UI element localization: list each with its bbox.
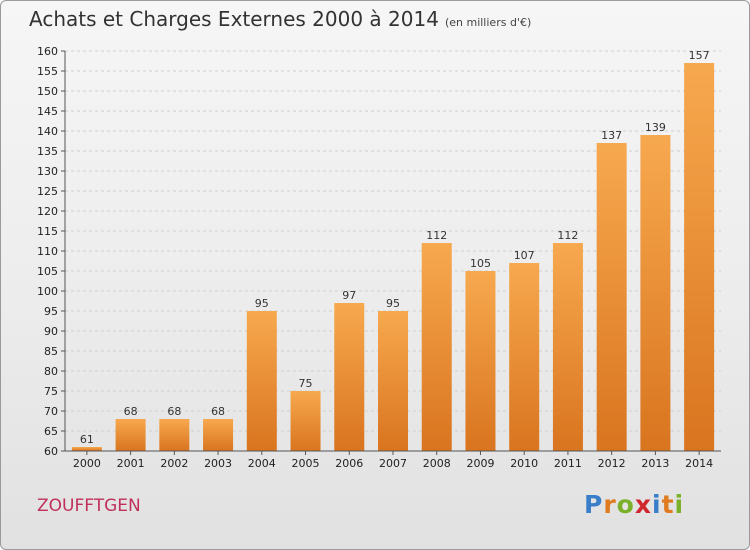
bar-value-label: 157: [689, 49, 710, 62]
y-tick-label: 130: [37, 165, 58, 178]
x-tick-label: 2013: [641, 457, 669, 470]
bar-2010: [509, 263, 540, 451]
y-tick-label: 120: [37, 205, 58, 218]
logo-letter: P: [584, 490, 604, 519]
bar-value-label: 95: [386, 297, 400, 310]
bar-2003: [203, 419, 234, 451]
logo-letter: i: [652, 490, 662, 519]
x-tick-label: 2009: [466, 457, 494, 470]
y-tick-label: 125: [37, 185, 58, 198]
y-tick-label: 105: [37, 265, 58, 278]
x-tick-label: 2008: [423, 457, 451, 470]
y-tick-label: 70: [44, 405, 58, 418]
bar-2005: [290, 391, 321, 451]
x-tick-label: 2001: [117, 457, 145, 470]
y-tick-label: 95: [44, 305, 58, 318]
x-tick-label: 2007: [379, 457, 407, 470]
bar-2000: [71, 447, 102, 451]
bar-value-label: 75: [299, 377, 313, 390]
y-tick-label: 160: [37, 45, 58, 58]
x-tick-label: 2004: [248, 457, 276, 470]
bar-value-label: 105: [470, 257, 491, 270]
chart-title: Achats et Charges Externes 2000 à 2014 (e…: [29, 7, 531, 31]
x-tick-label: 2010: [510, 457, 538, 470]
y-tick-label: 150: [37, 85, 58, 98]
bar-value-label: 68: [211, 405, 225, 418]
bar-2007: [378, 311, 408, 451]
logo-letter: r: [603, 490, 617, 519]
x-tick-label: 2005: [292, 457, 320, 470]
bar-value-label: 97: [342, 289, 356, 302]
y-tick-label: 135: [37, 145, 58, 158]
bars: 61 68 68 68 95 75 97 95 112 105 107 112 137 139 157: [71, 49, 715, 451]
bar-value-label: 68: [167, 405, 181, 418]
commune-name: ZOUFFTGEN: [37, 496, 141, 516]
y-tick-label: 60: [44, 445, 58, 458]
x-tick-label: 2014: [685, 457, 713, 470]
y-tick-label: 115: [37, 225, 58, 238]
bar-value-label: 68: [124, 405, 138, 418]
logo-letter: i: [674, 490, 685, 519]
bar-2001: [115, 419, 146, 451]
bar-2013: [640, 135, 671, 451]
x-tick-label: 2012: [598, 457, 626, 470]
y-tick-label: 85: [44, 345, 58, 358]
bar-2004: [246, 311, 277, 451]
y-tick-label: 140: [37, 125, 58, 138]
logo-letter: t: [661, 490, 675, 519]
chart-title-text: Achats et Charges Externes 2000 à 2014: [29, 7, 439, 31]
bar-value-label: 107: [514, 249, 535, 262]
y-tick-label: 90: [44, 325, 58, 338]
x-tick-label: 2002: [160, 457, 188, 470]
y-tick-label: 65: [44, 425, 58, 438]
chart-unit: (en milliers d'€): [444, 16, 532, 29]
bar-value-label: 139: [645, 121, 666, 134]
logo-letter: o: [616, 490, 635, 519]
y-tick-label: 75: [44, 385, 58, 398]
x-tick-label: 2000: [73, 457, 101, 470]
bar-2009: [465, 271, 496, 451]
proxiti-logo[interactable]: Proxiti: [584, 490, 684, 519]
bar-2008: [421, 243, 452, 451]
y-tick-label: 145: [37, 105, 58, 118]
bar-value-label: 61: [80, 433, 94, 446]
bar-2002: [159, 419, 190, 451]
x-tick-label: 2006: [335, 457, 363, 470]
bar-2012: [596, 143, 627, 451]
bar-value-label: 95: [255, 297, 269, 310]
x-tick-label: 2003: [204, 457, 232, 470]
logo-letter: x: [634, 490, 652, 519]
y-tick-label: 110: [37, 245, 58, 258]
bar-2014: [684, 63, 715, 451]
axes: 60 65 70 75 80 85 90 95 100 105 110 115 120 125 130 135…: [37, 45, 721, 470]
bar-value-label: 137: [601, 129, 622, 142]
bar-value-label: 112: [557, 229, 578, 242]
bar-value-label: 112: [426, 229, 447, 242]
y-tick-label: 80: [44, 365, 58, 378]
y-tick-label: 100: [37, 285, 58, 298]
y-tick-label: 155: [37, 65, 58, 78]
x-tick-label: 2011: [554, 457, 582, 470]
bar-2006: [334, 303, 365, 451]
bar-2011: [552, 243, 583, 451]
